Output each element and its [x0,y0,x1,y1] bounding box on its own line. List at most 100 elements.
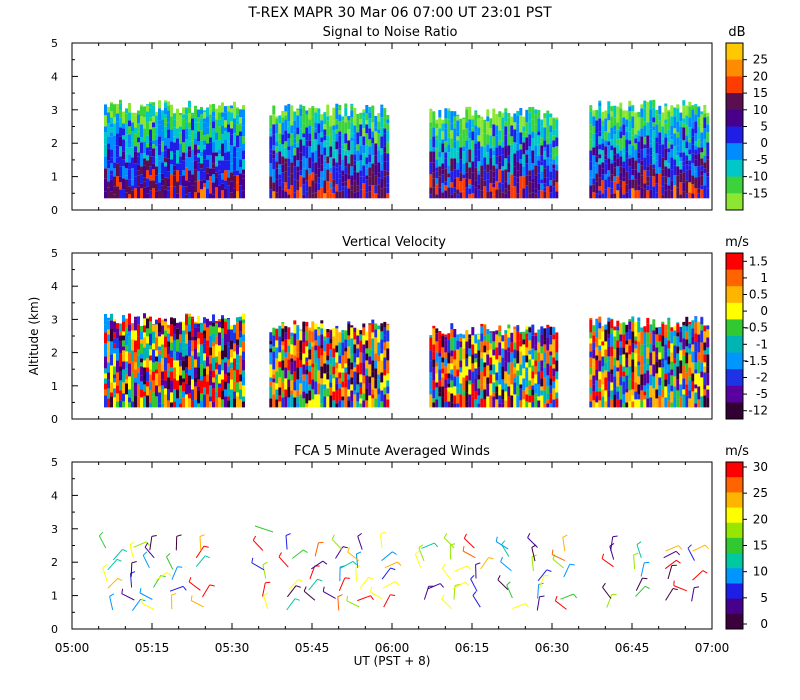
heatmap-cell [589,343,593,352]
heatmap-cell [317,383,321,395]
heatmap-cell [649,401,653,408]
heatmap-cell [682,365,686,379]
heatmap-cell [296,379,300,391]
heatmap-cell [685,155,689,161]
heatmap-cell [543,340,547,345]
heatmap-cell [450,380,454,388]
heatmap-cell [480,341,484,353]
wind-barb-flag [488,557,494,560]
heatmap-cell [125,323,128,328]
heatmap-cell [441,143,445,153]
heatmap-cell [311,107,315,117]
heatmap-cell [302,342,306,354]
heatmap-cell [685,170,689,181]
heatmap-cell [552,326,556,328]
heatmap-cell [362,353,366,363]
heatmap-cell [552,155,556,160]
heatmap-cell [438,166,442,177]
heatmap-cell [697,106,701,108]
heatmap-cell [152,362,155,372]
heatmap-cell [236,396,239,404]
wind-barb-flag [470,575,475,580]
heatmap-cell [344,155,348,167]
heatmap-cell [477,184,481,190]
heatmap-cell [700,317,704,325]
heatmap-cell [552,164,556,169]
heatmap-cell [625,392,629,403]
heatmap-cell [380,331,384,340]
y-tick-label: 4 [51,489,58,502]
heatmap-cell [531,131,535,139]
heatmap-cell [293,320,297,325]
heatmap-cell [706,124,710,133]
heatmap-cell [149,402,152,408]
heatmap-cell [604,356,608,363]
heatmap-cell [507,172,511,185]
heatmap-cell [113,123,116,136]
heatmap-cell [158,346,161,351]
heatmap-cell [158,160,161,174]
heatmap-cell [179,403,182,408]
wind-barb [692,544,706,552]
colorbar-swatch [726,159,743,178]
heatmap-cell [185,343,188,348]
heatmap-cell [601,372,605,385]
heatmap-cell [694,351,698,363]
wind-barb-flag [464,581,470,586]
heatmap-cell [706,373,710,386]
heatmap-cell [519,351,523,365]
heatmap-cell [634,179,638,191]
wind-barb-flag [602,582,606,588]
heatmap-cell [134,112,137,116]
heatmap-cell [200,151,203,157]
heatmap-cell [194,377,197,383]
heatmap-cell [447,378,451,384]
heatmap-cell [212,388,215,402]
heatmap-cell [667,189,671,199]
heatmap-cell [589,111,593,125]
heatmap-cell [441,373,445,378]
heatmap-cell [344,181,348,187]
heatmap-cell [646,389,650,399]
heatmap-cell [278,139,282,144]
heatmap-cell [489,383,493,396]
heatmap-cell [344,143,348,151]
heatmap-cell [206,143,209,156]
heatmap-cell [495,147,499,157]
heatmap-cell [492,177,496,184]
heatmap-cell [504,145,508,159]
heatmap-cell [188,356,191,370]
wind-barb [536,596,540,611]
wind-barb-flag [166,572,172,576]
heatmap-cell [272,158,276,170]
heatmap-cell [152,380,155,393]
heatmap-cell [284,186,288,192]
colorbar-swatch [726,336,743,354]
heatmap-cell [206,366,209,375]
colorbar-swatch [726,286,743,304]
heatmap-cell [203,135,206,141]
heatmap-cell [167,171,170,179]
heatmap-cell [489,118,493,129]
y-tick-label: 1 [51,590,58,603]
heatmap-cell [640,350,644,356]
heatmap-cell [631,352,635,360]
heatmap-cell [504,188,508,194]
heatmap-cell [206,116,209,128]
heatmap-cell [197,315,200,324]
heatmap-cell [185,383,188,395]
heatmap-cell [188,385,191,394]
heatmap-cell [320,334,324,345]
heatmap-cell [703,148,707,156]
heatmap-cell [173,378,176,390]
colorbar-label: 25 [753,53,768,67]
wind-barb [538,575,545,589]
heatmap-cell [191,149,194,162]
heatmap-cell [471,335,475,345]
heatmap-cell [489,191,493,199]
heatmap-cell [122,346,125,351]
heatmap-cell [176,360,179,374]
wind-barb [357,595,371,602]
heatmap-cell [531,401,535,408]
heatmap-cell [299,330,303,341]
